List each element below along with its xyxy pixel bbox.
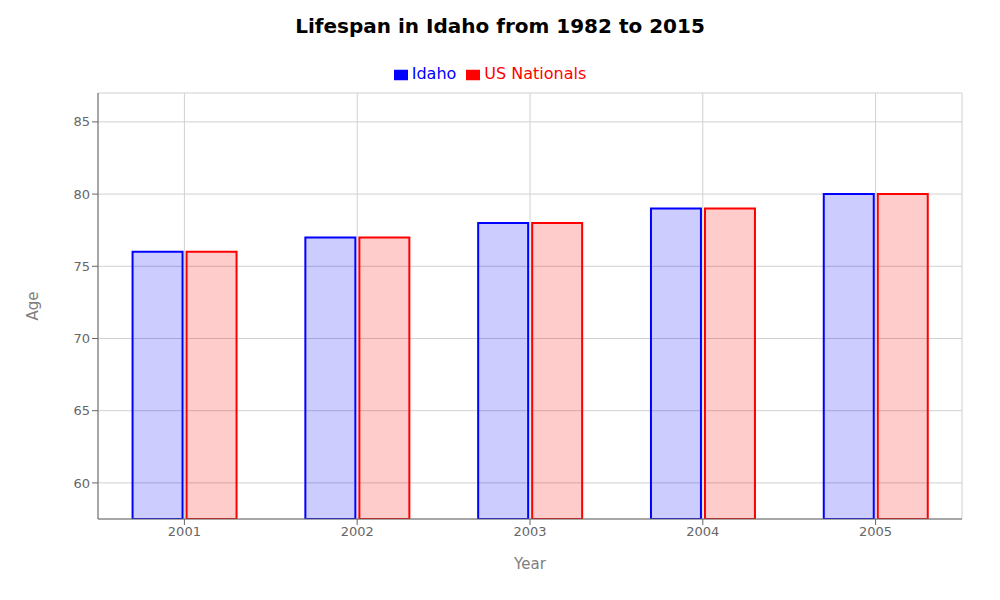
svg-text:2001: 2001 (168, 524, 201, 539)
svg-text:65: 65 (73, 403, 90, 418)
svg-text:85: 85 (73, 114, 90, 129)
html-text:Lifespan in Idaho from 1982 to: Lifespan in Idaho from 1982 to 2015 (295, 14, 705, 38)
svg-text:60: 60 (73, 476, 90, 491)
svg-text:75: 75 (73, 259, 90, 274)
svg-text:Age: Age (24, 291, 42, 320)
svg-text:2004: 2004 (686, 524, 719, 539)
svg-text:Year: Year (513, 555, 547, 573)
svg-text:2002: 2002 (341, 524, 374, 539)
svg-text:2003: 2003 (513, 524, 546, 539)
html-text:Idaho: Idaho (411, 64, 457, 83)
svg-text:80: 80 (73, 187, 90, 202)
svg-text:2005: 2005 (859, 524, 892, 539)
html-text:US Nationals: US Nationals (484, 64, 587, 83)
svg-text:70: 70 (73, 331, 90, 346)
